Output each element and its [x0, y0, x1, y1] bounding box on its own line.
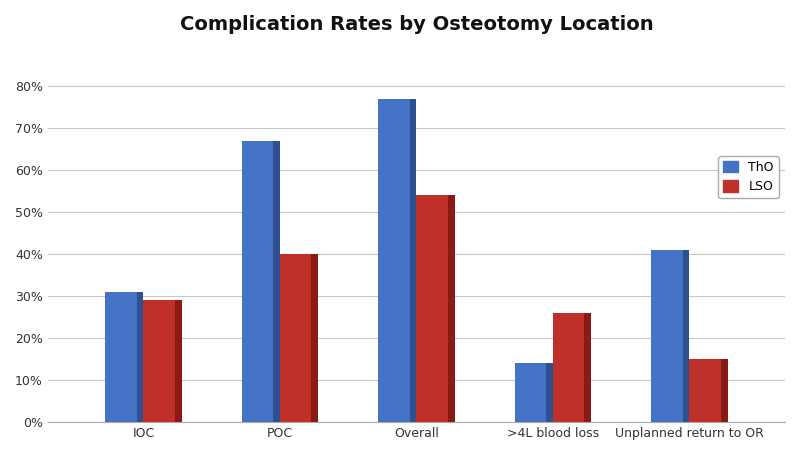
Bar — [553, 313, 584, 422]
Bar — [448, 195, 454, 422]
Bar — [410, 99, 417, 422]
Bar — [280, 254, 311, 422]
Bar — [143, 300, 174, 422]
Title: Complication Rates by Osteotomy Location: Complication Rates by Osteotomy Location — [180, 15, 654, 34]
Bar — [690, 359, 721, 422]
Bar — [584, 313, 591, 422]
Bar — [242, 141, 273, 422]
Bar — [105, 292, 137, 422]
Bar — [311, 254, 318, 422]
Bar — [651, 250, 682, 422]
Bar — [378, 99, 410, 422]
Bar — [514, 363, 546, 422]
Bar — [417, 195, 448, 422]
Bar — [174, 300, 182, 422]
Legend: ThO, LSO: ThO, LSO — [718, 156, 778, 198]
Bar — [682, 250, 690, 422]
Bar — [273, 141, 280, 422]
Bar — [137, 292, 143, 422]
Bar — [721, 359, 728, 422]
Bar — [546, 363, 553, 422]
